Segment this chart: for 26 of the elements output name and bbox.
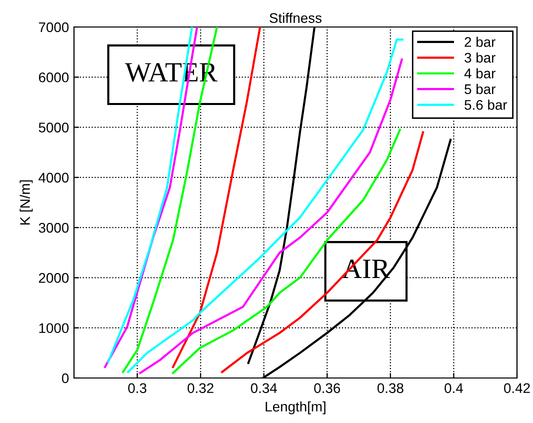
x-tick-label: 0.34: [250, 383, 277, 394]
x-tick-label: 0.42: [504, 383, 530, 394]
x-tick-label: 0.4: [444, 383, 463, 394]
y-tick-label: 0: [62, 373, 69, 384]
legend-label: 3 bar: [464, 52, 496, 63]
x-tick-label: 0.38: [377, 383, 404, 394]
legend-label: 5.6 bar: [464, 100, 508, 110]
legend-label: 5 bar: [464, 84, 496, 94]
y-tick-label: 4000: [38, 172, 69, 183]
chart-title: Stiffness: [270, 12, 322, 23]
x-tick-label: 0.36: [314, 383, 340, 394]
x-axis-title: Length[m]: [266, 401, 326, 414]
line-series: [122, 27, 218, 374]
y-tick-label: 1000: [39, 323, 69, 334]
line-series: [221, 131, 424, 374]
y-tick-label: 6000: [38, 72, 69, 82]
legend-label: 4 bar: [464, 68, 496, 78]
y-tick-label: 7000: [38, 22, 69, 32]
y-tick-label: 5000: [38, 122, 69, 132]
legend-label: 2 bar: [464, 36, 496, 47]
line-series: [172, 128, 401, 374]
y-axis-title: K [N/m]: [20, 180, 33, 225]
x-tick-label: 0.32: [188, 383, 214, 394]
y-tick-label: 2000: [38, 273, 69, 283]
x-tick-label: 0.3: [128, 383, 146, 394]
y-tick-label: 3000: [38, 222, 69, 233]
